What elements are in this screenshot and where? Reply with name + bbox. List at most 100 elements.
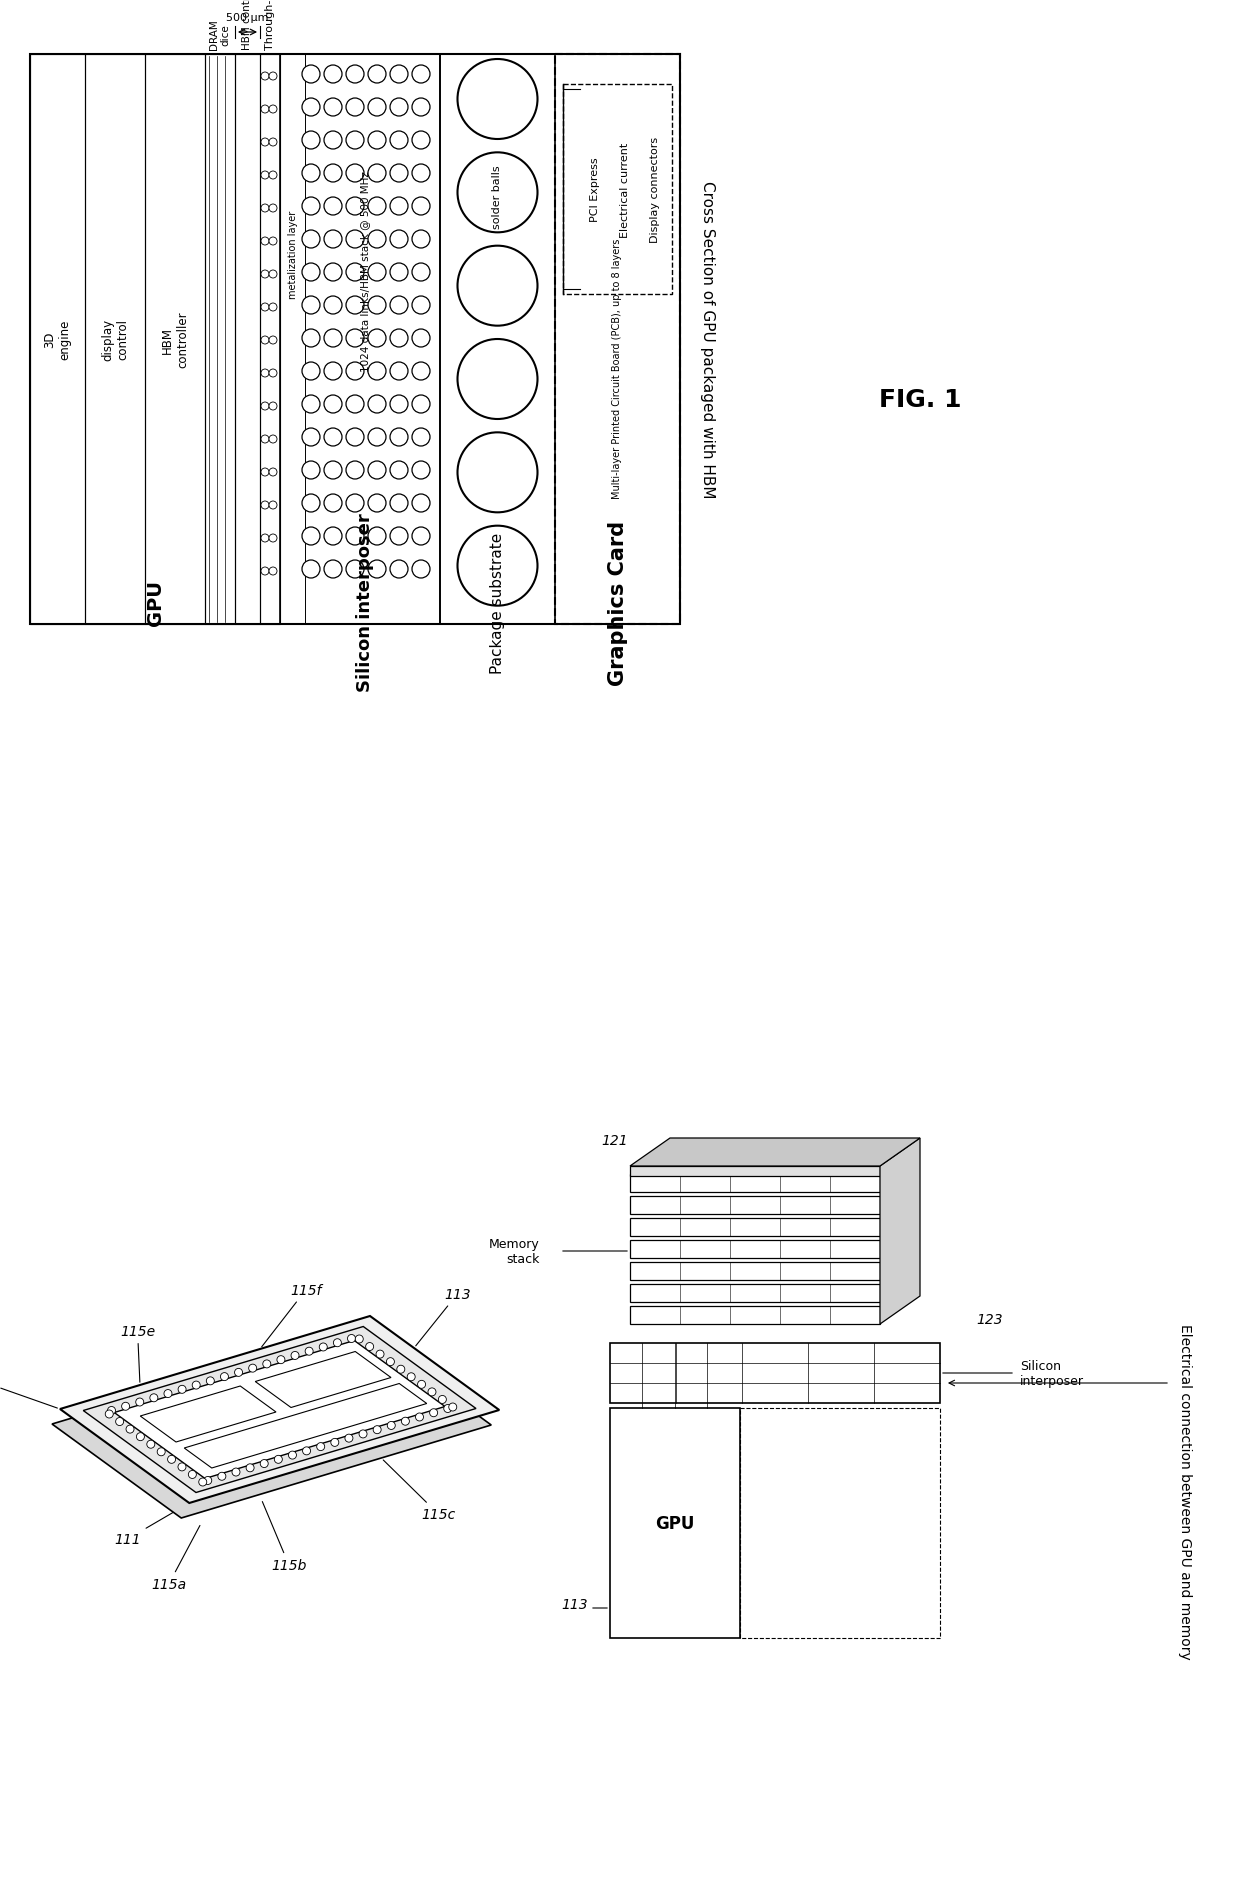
Circle shape (324, 363, 342, 382)
Text: Through-Silicon Vias (TSVs), μBumps: Through-Silicon Vias (TSVs), μBumps (265, 0, 275, 51)
Circle shape (412, 560, 430, 579)
Circle shape (324, 329, 342, 348)
Circle shape (303, 528, 320, 545)
Circle shape (391, 100, 408, 117)
Text: Graphics Card: Graphics Card (608, 521, 627, 684)
Circle shape (458, 154, 537, 233)
Circle shape (303, 329, 320, 348)
Bar (610, 1408, 740, 1637)
Circle shape (391, 165, 408, 182)
Circle shape (232, 1468, 241, 1476)
Circle shape (345, 1434, 353, 1442)
Circle shape (346, 462, 365, 479)
Text: 115a: 115a (151, 1527, 200, 1590)
Bar (630, 1196, 880, 1214)
Circle shape (391, 363, 408, 382)
Circle shape (303, 397, 320, 414)
Circle shape (269, 402, 277, 412)
Circle shape (334, 1339, 341, 1346)
Circle shape (179, 1386, 186, 1393)
Circle shape (303, 263, 320, 282)
Circle shape (458, 432, 537, 513)
Circle shape (319, 1342, 327, 1352)
Circle shape (269, 239, 277, 246)
Circle shape (269, 205, 277, 212)
Circle shape (269, 370, 277, 378)
Circle shape (203, 1476, 212, 1485)
Circle shape (324, 494, 342, 513)
Text: 115d: 115d (0, 1372, 57, 1408)
Text: Silicon
interposer: Silicon interposer (1021, 1359, 1084, 1387)
Circle shape (260, 402, 269, 412)
Polygon shape (880, 1139, 920, 1324)
Circle shape (260, 305, 269, 312)
Circle shape (412, 429, 430, 447)
Circle shape (303, 560, 320, 579)
Circle shape (407, 1372, 415, 1382)
Circle shape (346, 263, 365, 282)
Text: GPU: GPU (145, 579, 165, 626)
Bar (630, 1307, 880, 1324)
Circle shape (368, 263, 386, 282)
Circle shape (324, 528, 342, 545)
Circle shape (269, 171, 277, 180)
Circle shape (346, 560, 365, 579)
Circle shape (324, 263, 342, 282)
Polygon shape (185, 1384, 427, 1468)
Text: 115f: 115f (262, 1284, 321, 1348)
Circle shape (368, 363, 386, 382)
Polygon shape (60, 1316, 500, 1504)
Circle shape (331, 1438, 339, 1446)
Circle shape (391, 560, 408, 579)
Bar (205, 55, 236, 624)
Circle shape (246, 1465, 254, 1472)
Circle shape (260, 171, 269, 180)
Circle shape (260, 73, 269, 81)
Circle shape (412, 329, 430, 348)
Circle shape (108, 1406, 115, 1416)
Circle shape (303, 429, 320, 447)
Bar (30, 55, 680, 624)
Circle shape (260, 534, 269, 543)
Circle shape (346, 100, 365, 117)
Circle shape (122, 1402, 130, 1410)
Circle shape (269, 502, 277, 509)
Circle shape (412, 66, 430, 85)
Polygon shape (114, 1340, 445, 1480)
Circle shape (387, 1421, 396, 1429)
Circle shape (391, 197, 408, 216)
Text: 113: 113 (415, 1288, 471, 1346)
Circle shape (260, 239, 269, 246)
Circle shape (368, 329, 386, 348)
Circle shape (347, 1335, 356, 1342)
Circle shape (346, 494, 365, 513)
Circle shape (324, 132, 342, 150)
Bar (145, 55, 205, 624)
Text: 123: 123 (977, 1312, 1003, 1325)
Circle shape (429, 1408, 438, 1418)
Circle shape (346, 528, 365, 545)
Text: 3D
engine: 3D engine (43, 320, 72, 359)
Circle shape (391, 397, 408, 414)
Polygon shape (255, 1352, 391, 1408)
Text: display
control: display control (100, 320, 129, 361)
Circle shape (324, 231, 342, 248)
Circle shape (368, 132, 386, 150)
Text: Multi-layer Printed Circuit Board (PCB), up to 8 layers: Multi-layer Printed Circuit Board (PCB),… (613, 239, 622, 498)
Circle shape (221, 1372, 228, 1382)
Circle shape (368, 462, 386, 479)
Circle shape (412, 197, 430, 216)
Circle shape (192, 1382, 200, 1389)
Bar (280, 55, 440, 624)
Text: Memory
stack: Memory stack (490, 1237, 539, 1265)
Circle shape (412, 165, 430, 182)
Circle shape (368, 66, 386, 85)
Circle shape (412, 494, 430, 513)
Text: Display connectors: Display connectors (650, 137, 660, 243)
Circle shape (269, 436, 277, 444)
Circle shape (260, 370, 269, 378)
Circle shape (412, 263, 430, 282)
Circle shape (368, 397, 386, 414)
Text: 500 μm: 500 μm (226, 13, 269, 23)
Circle shape (458, 340, 537, 419)
